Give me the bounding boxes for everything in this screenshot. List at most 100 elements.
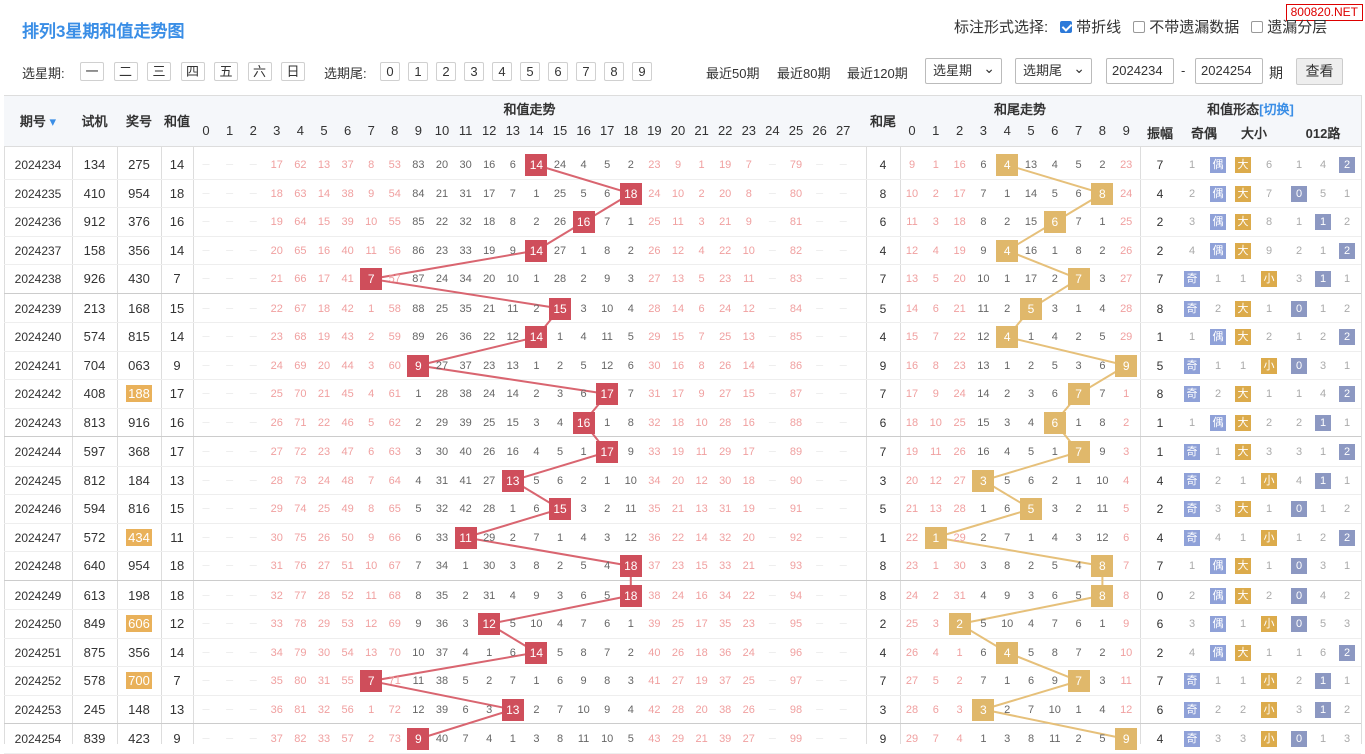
odd-even-miss: 1 <box>1188 416 1196 429</box>
tail-cell: 2 <box>879 617 887 631</box>
sum-miss-cell: 86 <box>412 244 425 257</box>
sum-miss-cell: — <box>839 304 847 312</box>
sum-miss-cell: 9 <box>745 216 752 228</box>
sum-col-12: 12 <box>481 123 497 138</box>
tail-button-4[interactable]: 4 <box>492 62 512 81</box>
miss-layer-label[interactable]: 遗漏分层 <box>1267 19 1328 36</box>
week-button-3[interactable]: 四 <box>180 62 205 81</box>
week-select[interactable]: 选星期 <box>925 56 1002 84</box>
polyline-checkbox[interactable] <box>1060 20 1073 33</box>
week-button-4[interactable]: 五 <box>214 62 238 81</box>
tail-marker: 7 <box>1067 383 1090 405</box>
sum-cell: 13 <box>169 472 185 488</box>
sum-miss-cell: 1 <box>627 216 634 228</box>
sum-miss-cell: 4 <box>604 560 611 572</box>
week-button-5[interactable]: 六 <box>247 62 272 81</box>
prize-highlight: 188 <box>126 385 152 402</box>
week-select-value: 选星期 <box>933 63 973 78</box>
route-tag: 0 <box>1291 185 1307 202</box>
sum-miss-cell: 1 <box>415 388 422 400</box>
sum-miss-cell: 42 <box>341 302 354 315</box>
sum-miss-cell: 63 <box>388 446 401 458</box>
odd-even-tag: 偶 <box>1210 616 1226 632</box>
tail-select[interactable]: 选期尾 <box>1015 56 1092 84</box>
tail-miss-cell: 13 <box>905 273 919 285</box>
sum-miss-cell: — <box>839 562 847 569</box>
big-small-miss: 1 <box>1239 675 1247 687</box>
sum-miss-cell: 3 <box>580 302 587 315</box>
tail-button-8[interactable]: 8 <box>604 62 624 81</box>
big-small-tag: 大 <box>1235 587 1251 604</box>
switch-link[interactable]: [切换] <box>1259 102 1294 117</box>
prize-cell: 916 <box>128 414 150 430</box>
tail-button-1[interactable]: 1 <box>408 62 428 81</box>
sum-miss-cell: 29 <box>671 733 685 745</box>
tail-miss-cell: 3 <box>1027 388 1035 400</box>
tail-cell: 6 <box>879 215 887 229</box>
no-miss-data-checkbox[interactable] <box>1133 20 1146 33</box>
prize-cell: 275 <box>128 157 150 172</box>
week-button-2[interactable]: 三 <box>147 62 171 81</box>
odd-even-miss: 3 <box>1214 733 1222 745</box>
view-button[interactable]: 查看 <box>1296 58 1343 85</box>
tail-miss-cell: 3 <box>1123 446 1130 458</box>
sum-miss-cell: — <box>768 418 776 426</box>
week-button-1[interactable]: 二 <box>113 62 138 81</box>
sum-miss-cell: 17 <box>483 187 496 200</box>
tail-marker: 8 <box>1091 555 1114 577</box>
tail-miss-cell: 20 <box>953 273 966 285</box>
sum-miss-cell: 35 <box>270 675 283 687</box>
tail-marker: 9 <box>1115 354 1138 377</box>
tail-button-5[interactable]: 5 <box>520 62 540 81</box>
tail-button-7[interactable]: 7 <box>576 62 596 81</box>
sum-miss-cell: — <box>249 361 257 369</box>
sum-miss-cell: 68 <box>388 589 401 602</box>
recent-80-link[interactable]: 最近80期 <box>777 66 831 81</box>
from-issue-input[interactable]: 2024234 <box>1106 58 1174 84</box>
recent-120-link[interactable]: 最近120期 <box>847 66 908 81</box>
sum-miss-cell: — <box>768 705 776 713</box>
sum-miss-cell: 19 <box>671 446 685 458</box>
sum-marker: 16 <box>572 211 595 233</box>
week-button-0[interactable]: 一 <box>80 62 104 81</box>
tail-button-2[interactable]: 2 <box>436 62 456 81</box>
polyline-label[interactable]: 带折线 <box>1076 19 1122 36</box>
sum-miss-cell: 89 <box>412 331 425 343</box>
no-miss-data-label[interactable]: 不带遗漏数据 <box>1149 19 1240 36</box>
sum-miss-cell: 25 <box>435 302 449 315</box>
recent-50-link[interactable]: 最近50期 <box>706 66 760 81</box>
miss-layer-checkbox[interactable] <box>1251 20 1264 33</box>
tail-miss-cell: 29 <box>953 531 966 544</box>
route-miss: 1 <box>1295 216 1303 228</box>
machine-cell: 594 <box>83 501 106 516</box>
sum-miss-cell: 17 <box>742 446 755 458</box>
tail-button-6[interactable]: 6 <box>548 62 568 81</box>
sort-arrow-icon[interactable]: ▾ <box>45 114 57 129</box>
sum-miss-cell: — <box>202 505 210 512</box>
sum-miss-cell: 64 <box>388 474 401 487</box>
row-divider <box>4 494 1361 495</box>
sum-miss-cell: 7 <box>509 187 516 200</box>
amplitude-cell: 5 <box>1156 358 1164 373</box>
tail-miss-cell: 14 <box>1024 187 1038 200</box>
tail-miss-cell: 13 <box>929 503 942 515</box>
to-issue-input[interactable]: 2024254 <box>1195 58 1263 84</box>
week-button-6[interactable]: 日 <box>281 62 305 81</box>
sum-miss-cell: 20 <box>742 531 755 544</box>
tail-cell: 4 <box>879 645 887 660</box>
sum-col-19: 19 <box>647 123 662 138</box>
sum-miss-cell: 80 <box>789 187 803 200</box>
tail-button-0[interactable]: 0 <box>380 62 400 81</box>
tail-button-3[interactable]: 3 <box>464 62 484 81</box>
sum-miss-cell: — <box>226 448 234 455</box>
tail-button-9[interactable]: 9 <box>632 62 652 81</box>
sum-miss-cell: 50 <box>341 531 354 544</box>
sum-miss-cell: — <box>816 161 824 168</box>
tail-miss-cell: 7 <box>1075 646 1082 659</box>
sum-miss-cell: — <box>202 390 210 397</box>
machine-cell: 640 <box>83 558 106 573</box>
sum-miss-cell: 77 <box>294 589 307 602</box>
big-small-miss: 1 <box>1265 646 1273 659</box>
sum-miss-cell: — <box>816 418 824 426</box>
route-miss: 1 <box>1295 159 1303 171</box>
